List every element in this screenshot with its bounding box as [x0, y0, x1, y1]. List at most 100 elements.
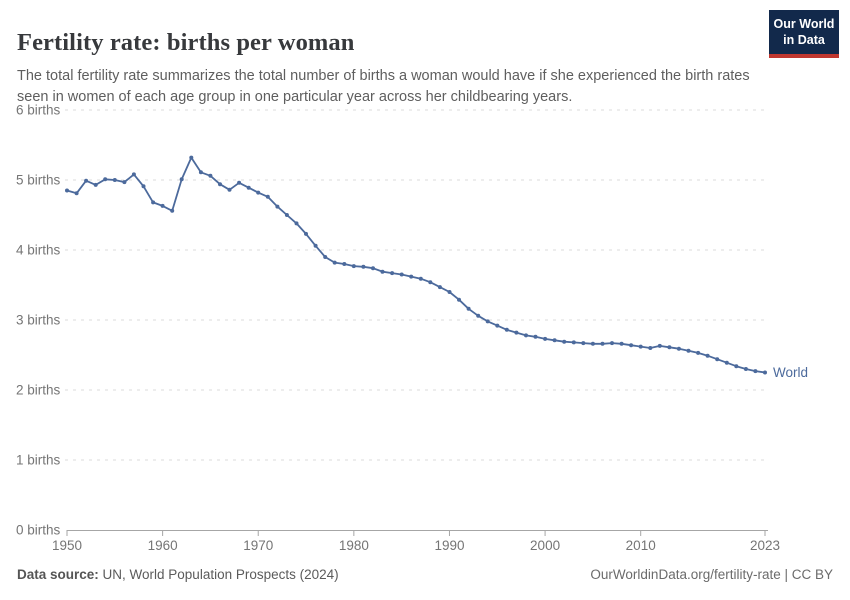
page-title: Fertility rate: births per woman [17, 29, 355, 57]
data-point [409, 274, 414, 279]
data-point [131, 172, 136, 177]
data-point [160, 203, 165, 208]
data-source-text: UN, World Population Prospects (2024) [98, 567, 339, 582]
data-point [648, 346, 653, 350]
data-point [151, 200, 156, 205]
data-point [657, 343, 662, 348]
data-point [638, 344, 643, 349]
x-tick-label: 1990 [434, 538, 464, 553]
data-point [246, 185, 251, 190]
x-tick-label: 1950 [52, 538, 82, 553]
data-point [93, 182, 98, 187]
data-point [428, 280, 433, 285]
data-point [65, 188, 69, 193]
y-tick-label: 5 births [16, 173, 61, 188]
data-point [734, 364, 739, 369]
data-point [112, 178, 117, 182]
data-point [141, 184, 146, 189]
data-point [179, 177, 184, 182]
data-point [418, 276, 423, 281]
data-point [743, 367, 748, 371]
data-point [667, 345, 672, 350]
data-point [189, 155, 194, 160]
data-source: Data source: UN, World Population Prospe… [17, 567, 339, 582]
data-point [476, 313, 481, 318]
data-point [763, 370, 767, 375]
data-point [256, 190, 261, 195]
data-point [581, 341, 586, 346]
data-point [495, 323, 500, 328]
y-tick-label: 6 births [16, 103, 61, 118]
owid-logo: Our World in Data [769, 10, 839, 58]
x-tick-label: 1980 [339, 538, 369, 553]
data-point [371, 266, 375, 271]
data-point [457, 297, 461, 302]
data-point [485, 319, 490, 324]
data-point [265, 194, 270, 199]
x-tick-label: 2010 [626, 538, 656, 553]
data-point [380, 269, 385, 274]
data-point [361, 264, 366, 269]
data-point [275, 204, 280, 209]
data-point [715, 357, 720, 362]
data-point [304, 231, 308, 236]
data-point [705, 353, 710, 358]
data-point [504, 327, 509, 332]
chart-footer: Data source: UN, World Population Prospe… [17, 567, 833, 582]
data-point [514, 330, 519, 335]
data-point [294, 221, 299, 226]
data-point [208, 173, 213, 178]
data-point [390, 271, 395, 276]
data-point [543, 336, 548, 341]
data-point [619, 341, 624, 346]
data-point [323, 255, 328, 259]
data-point [686, 348, 691, 353]
data-point [696, 350, 701, 355]
y-tick-label: 1 births [16, 453, 61, 468]
data-point [562, 339, 567, 344]
data-point [590, 341, 595, 346]
data-point [237, 180, 242, 185]
data-point [399, 272, 404, 277]
owid-logo-line1: Our World [773, 17, 835, 31]
data-point [84, 178, 89, 183]
y-tick-label: 4 births [16, 243, 61, 258]
data-point [198, 170, 203, 175]
x-tick-label: 1960 [148, 538, 178, 553]
data-point [753, 369, 758, 374]
y-tick-label: 0 births [16, 523, 61, 538]
data-point [227, 187, 232, 192]
data-point [342, 262, 347, 266]
owid-logo-line2: in Data [783, 33, 825, 48]
data-point [351, 264, 356, 269]
data-point [466, 306, 471, 311]
data-point [332, 260, 337, 265]
data-point [122, 180, 127, 185]
data-point [313, 243, 318, 248]
data-point [170, 208, 175, 213]
series-label-world: World [773, 365, 808, 380]
data-point [610, 341, 614, 346]
data-point [447, 290, 452, 294]
data-point [437, 285, 442, 290]
data-point [629, 343, 634, 348]
data-point [533, 334, 538, 339]
data-point [524, 333, 528, 338]
data-point [218, 182, 222, 187]
data-source-label: Data source: [17, 567, 99, 582]
chart-subtitle: The total fertility rate summarizes the … [17, 67, 750, 105]
x-tick-label: 2023 [750, 538, 780, 553]
fertility-line [66, 156, 766, 374]
citation-link: OurWorldinData.org/fertility-rate | CC B… [590, 567, 833, 582]
data-point [600, 341, 605, 346]
data-point [552, 338, 557, 343]
data-point [676, 346, 681, 351]
data-point [284, 213, 289, 217]
x-tick-label: 1970 [243, 538, 273, 553]
y-tick-label: 2 births [16, 383, 61, 398]
data-point [103, 177, 108, 182]
data-point [571, 340, 576, 345]
data-point [74, 191, 79, 196]
